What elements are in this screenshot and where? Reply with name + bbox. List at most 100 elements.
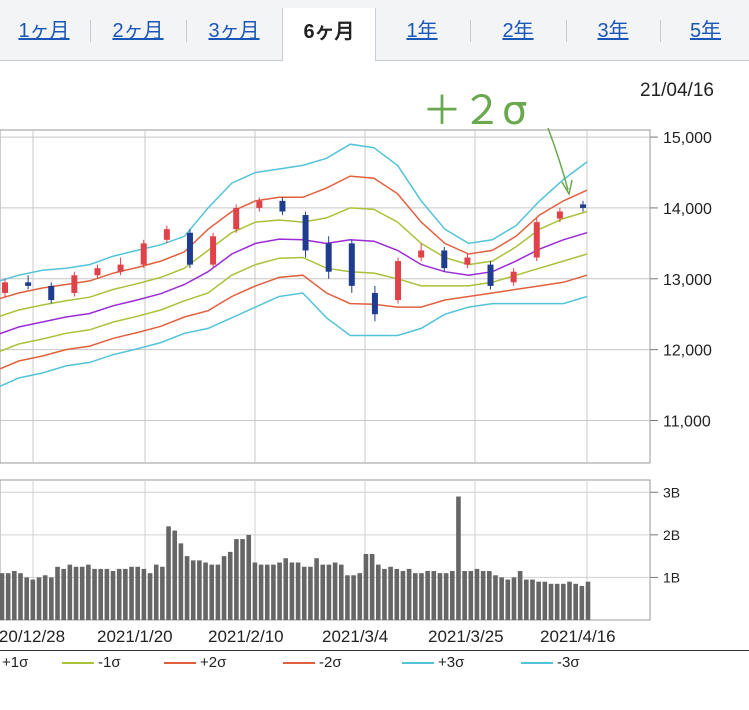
candle-body (487, 264, 494, 286)
volume-bar (573, 583, 578, 620)
candle-body (279, 200, 286, 212)
volume-bar (104, 568, 110, 620)
volume-bar (338, 564, 344, 620)
price-tick-label: 14,000 (663, 201, 712, 218)
volume-bar (73, 566, 79, 620)
candle-body (117, 264, 124, 272)
volume-bar (295, 562, 301, 620)
candle-body (210, 236, 217, 265)
band-line-6 (0, 292, 588, 388)
volume-bar (400, 571, 406, 620)
volume-bar (548, 583, 554, 620)
volume-bar (289, 562, 295, 620)
tab-2-years[interactable]: 2年 (502, 20, 534, 42)
band-line-0 (0, 143, 588, 282)
volume-bar (271, 564, 276, 620)
volume-bar (227, 551, 233, 620)
volume-bar (505, 579, 511, 620)
tab-3-months[interactable]: 3ヶ月 (208, 20, 260, 42)
volume-bar (536, 581, 541, 620)
tab-6-months[interactable]: 6ヶ月 (282, 8, 376, 61)
volume-bar (141, 568, 147, 620)
volume-bar (190, 560, 196, 620)
tab-5-years[interactable]: 5年 (689, 20, 722, 42)
tab-1-year[interactable]: 1年 (406, 20, 438, 42)
volume-bar (252, 562, 258, 620)
candle-body (48, 285, 55, 301)
volume-bar (49, 577, 54, 620)
volume-bar (308, 566, 313, 620)
volume-bar (147, 573, 153, 620)
volume-bar (98, 568, 103, 620)
volume-bar (530, 579, 535, 620)
volume-bar (79, 566, 85, 620)
candle-body (580, 204, 586, 208)
band-line-1 (0, 175, 588, 300)
volume-bar (234, 539, 239, 620)
tab-1-month[interactable]: 1ヶ月 (18, 20, 70, 42)
candle-body (464, 257, 471, 265)
candle-body (163, 229, 170, 240)
volume-bar (437, 573, 443, 620)
volume-bar (116, 568, 122, 620)
volume-bar (264, 564, 270, 620)
volume-bar (61, 568, 66, 620)
volume-bar (406, 568, 412, 620)
candle-body (556, 211, 563, 219)
volume-bar (172, 530, 178, 620)
stock-chart: 15,000 14,000 13,000 12,000 11,000 ＋２σ 3B 2B 1B 2… (0, 88, 712, 646)
volume-bar (449, 571, 455, 620)
tab-separator (566, 20, 567, 42)
volume-bar (314, 558, 319, 620)
volume-bar (12, 571, 17, 620)
volume-bar (345, 575, 350, 620)
volume-bar (425, 571, 430, 620)
candle-body (256, 200, 263, 208)
volume-bar (487, 571, 492, 620)
volume-bar (301, 566, 307, 620)
tab-separator (90, 20, 91, 42)
candle-body (441, 250, 448, 269)
volume-bar (326, 564, 332, 620)
volume-bar (42, 575, 48, 620)
volume-tick-label: 3B (663, 484, 680, 500)
volume-bar (160, 566, 165, 620)
volume-bar (246, 534, 252, 620)
volume-bar (209, 564, 215, 620)
volume-bar (320, 564, 326, 620)
price-tick-label: 11,000 (663, 413, 711, 430)
legend-item: +2σ (164, 654, 226, 671)
volume-bar (443, 573, 449, 620)
tab-2-months[interactable]: 2ヶ月 (112, 20, 164, 42)
volume-bar (240, 539, 245, 620)
volume-bar (579, 585, 585, 620)
volume-bar (542, 581, 548, 620)
legend-item: -2σ (283, 654, 342, 671)
volume-bar (468, 571, 474, 620)
volume-bar (36, 577, 42, 620)
volume-bar (375, 564, 381, 620)
volume-bar (30, 579, 36, 620)
volume-bar (129, 566, 134, 620)
candle-body (418, 250, 425, 258)
price-tick-label: 13,000 (663, 272, 712, 289)
candle-body (186, 232, 193, 265)
tab-3-years[interactable]: 3年 (597, 20, 629, 42)
volume-tick-label: 1B (663, 569, 680, 585)
candle-body (325, 243, 332, 272)
tab-separator (660, 20, 661, 42)
volume-bar (184, 556, 190, 620)
volume-bar (277, 562, 282, 620)
volume-bar (480, 571, 486, 620)
candle-body (71, 275, 78, 293)
annotation-arrow (547, 127, 569, 191)
volume-bar (332, 562, 338, 620)
candle-body (2, 282, 8, 293)
candle-body (140, 243, 147, 265)
volume-bar (0, 573, 5, 620)
volume-bar (18, 573, 23, 620)
tab-separator (470, 20, 471, 42)
volume-bar (369, 554, 375, 620)
volume-bar (456, 496, 461, 620)
volume-bar (351, 575, 356, 620)
